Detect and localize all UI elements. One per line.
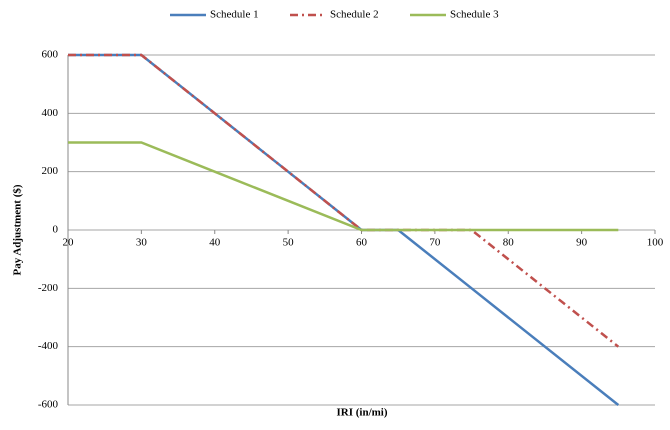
legend-label: Schedule 1 bbox=[210, 9, 259, 21]
x-tick-label: 30 bbox=[136, 237, 148, 249]
x-tick-label: 90 bbox=[576, 237, 588, 249]
y-tick-label: 400 bbox=[42, 107, 59, 119]
y-axis-label: Pay Adjustment ($) bbox=[12, 184, 24, 275]
legend-label: Schedule 2 bbox=[330, 9, 379, 21]
x-tick-label: 20 bbox=[63, 237, 75, 249]
x-tick-label: 80 bbox=[503, 237, 515, 249]
x-tick-label: 60 bbox=[356, 237, 368, 249]
x-axis-label: IRI (in/mi) bbox=[336, 407, 387, 419]
y-tick-label: 600 bbox=[42, 49, 59, 61]
x-tick-label: 100 bbox=[647, 237, 664, 249]
x-tick-label: 70 bbox=[429, 237, 441, 249]
y-tick-label: -200 bbox=[38, 282, 59, 294]
y-tick-label: 0 bbox=[53, 224, 59, 236]
y-tick-label: 200 bbox=[42, 165, 59, 177]
x-tick-label: 40 bbox=[209, 237, 221, 249]
series-line bbox=[68, 53, 620, 348]
legend-label: Schedule 3 bbox=[450, 9, 499, 21]
y-tick-label: -600 bbox=[38, 399, 59, 411]
series-line bbox=[68, 141, 619, 232]
x-tick-label: 50 bbox=[283, 237, 295, 249]
y-tick-label: -400 bbox=[38, 340, 59, 352]
